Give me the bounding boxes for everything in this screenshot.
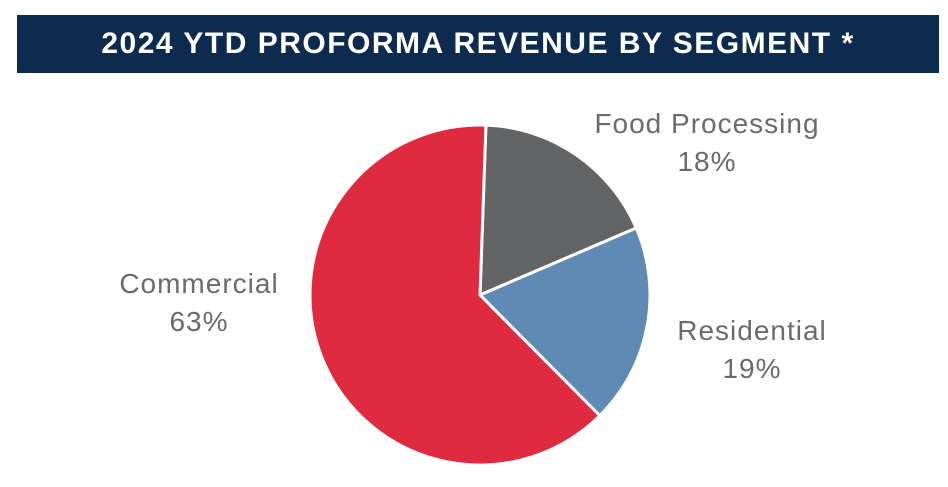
pie-slice-commercial <box>308 123 602 467</box>
slice-label-residential: Residential <box>677 315 827 346</box>
slice-value-food-processing: 18% <box>677 146 736 177</box>
slice-label-commercial: Commercial <box>119 268 278 299</box>
pie-slice-food-processing <box>478 123 638 297</box>
slice-value-commercial: 63% <box>169 306 228 337</box>
chart-title-bar: 2024 YTD PROFORMA REVENUE BY SEGMENT * <box>17 15 939 73</box>
slice-label-food-processing: Food Processing <box>594 108 819 139</box>
pie-labels: Food Processing 18% Residential 19% Commerci… <box>119 108 827 384</box>
pie-slices <box>308 123 652 467</box>
pie-slice-residential <box>478 226 652 418</box>
chart-title: 2024 YTD PROFORMA REVENUE BY SEGMENT * <box>101 27 855 60</box>
slice-value-residential: 19% <box>722 353 781 384</box>
